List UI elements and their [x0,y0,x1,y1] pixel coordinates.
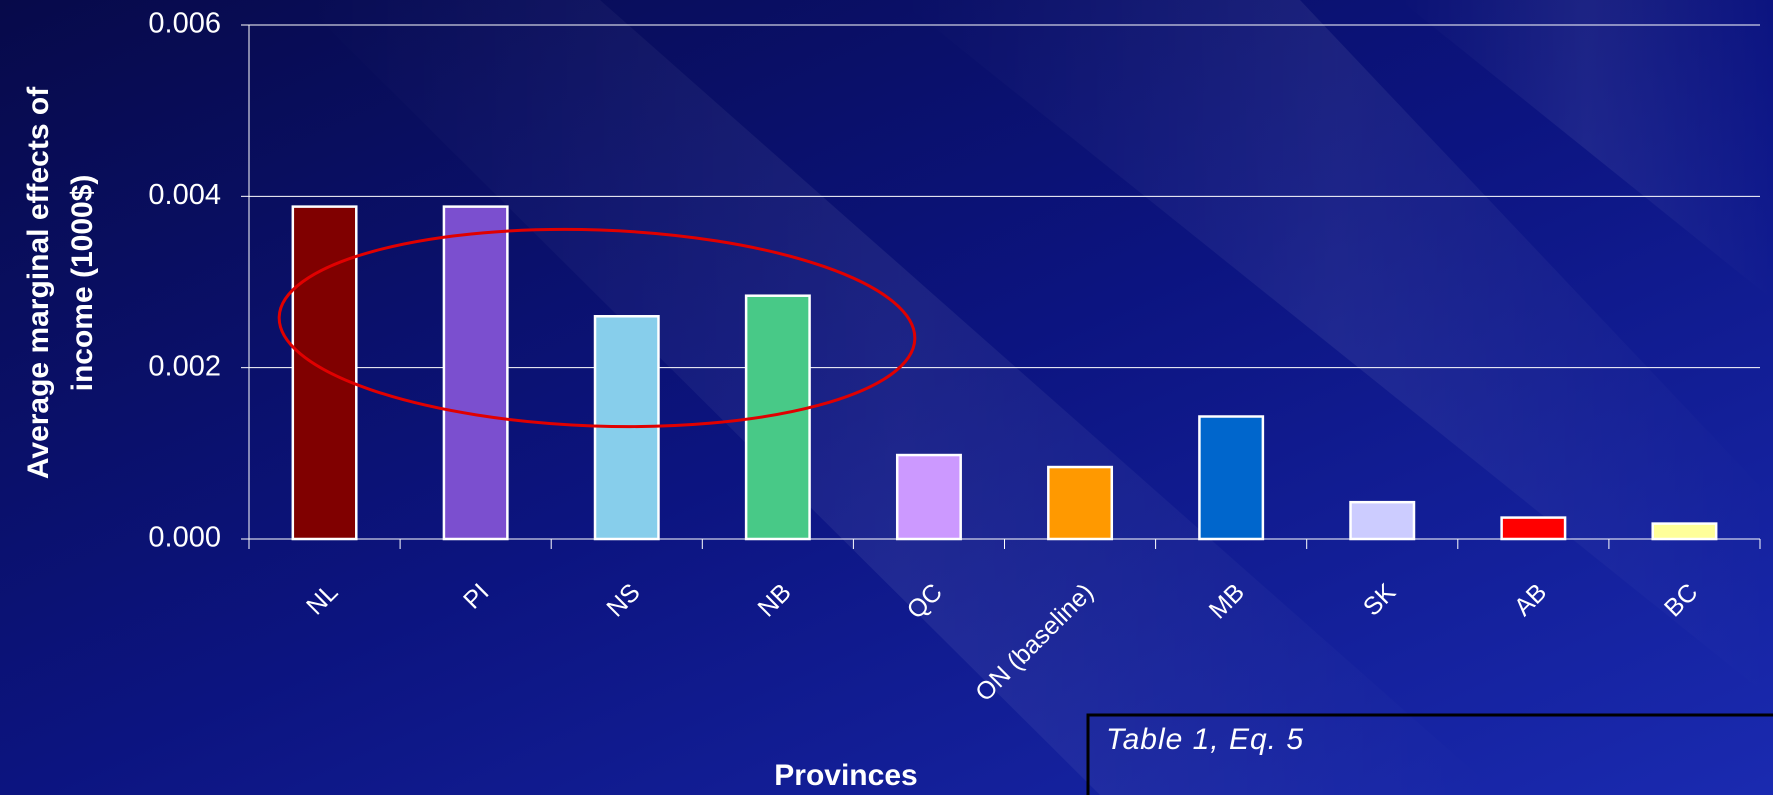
y-axis-title: Average marginal effects of income (1000… [22,86,99,479]
y-tick-label: 0.000 [148,522,221,554]
y-tick-label: 0.006 [148,8,221,40]
bar [1651,522,1718,541]
bar [1047,465,1114,541]
annotation: Table 1, Eq. 5 [1106,723,1304,756]
y-tick-label: 0.004 [148,179,221,211]
bar [1500,516,1567,541]
annotation-box [1086,713,1773,795]
highlight-ellipse [277,227,917,429]
bar [895,453,962,541]
y-axis-title-line: income (1000$) [66,175,99,392]
bar [744,294,811,541]
bar [442,205,509,541]
bar [1349,500,1416,541]
y-axis-title-line: Average marginal effects of [22,86,55,479]
bar [291,205,358,541]
y-tick-label: 0.002 [148,350,221,382]
x-axis-title: Provinces [774,759,917,792]
bar [1198,415,1265,541]
